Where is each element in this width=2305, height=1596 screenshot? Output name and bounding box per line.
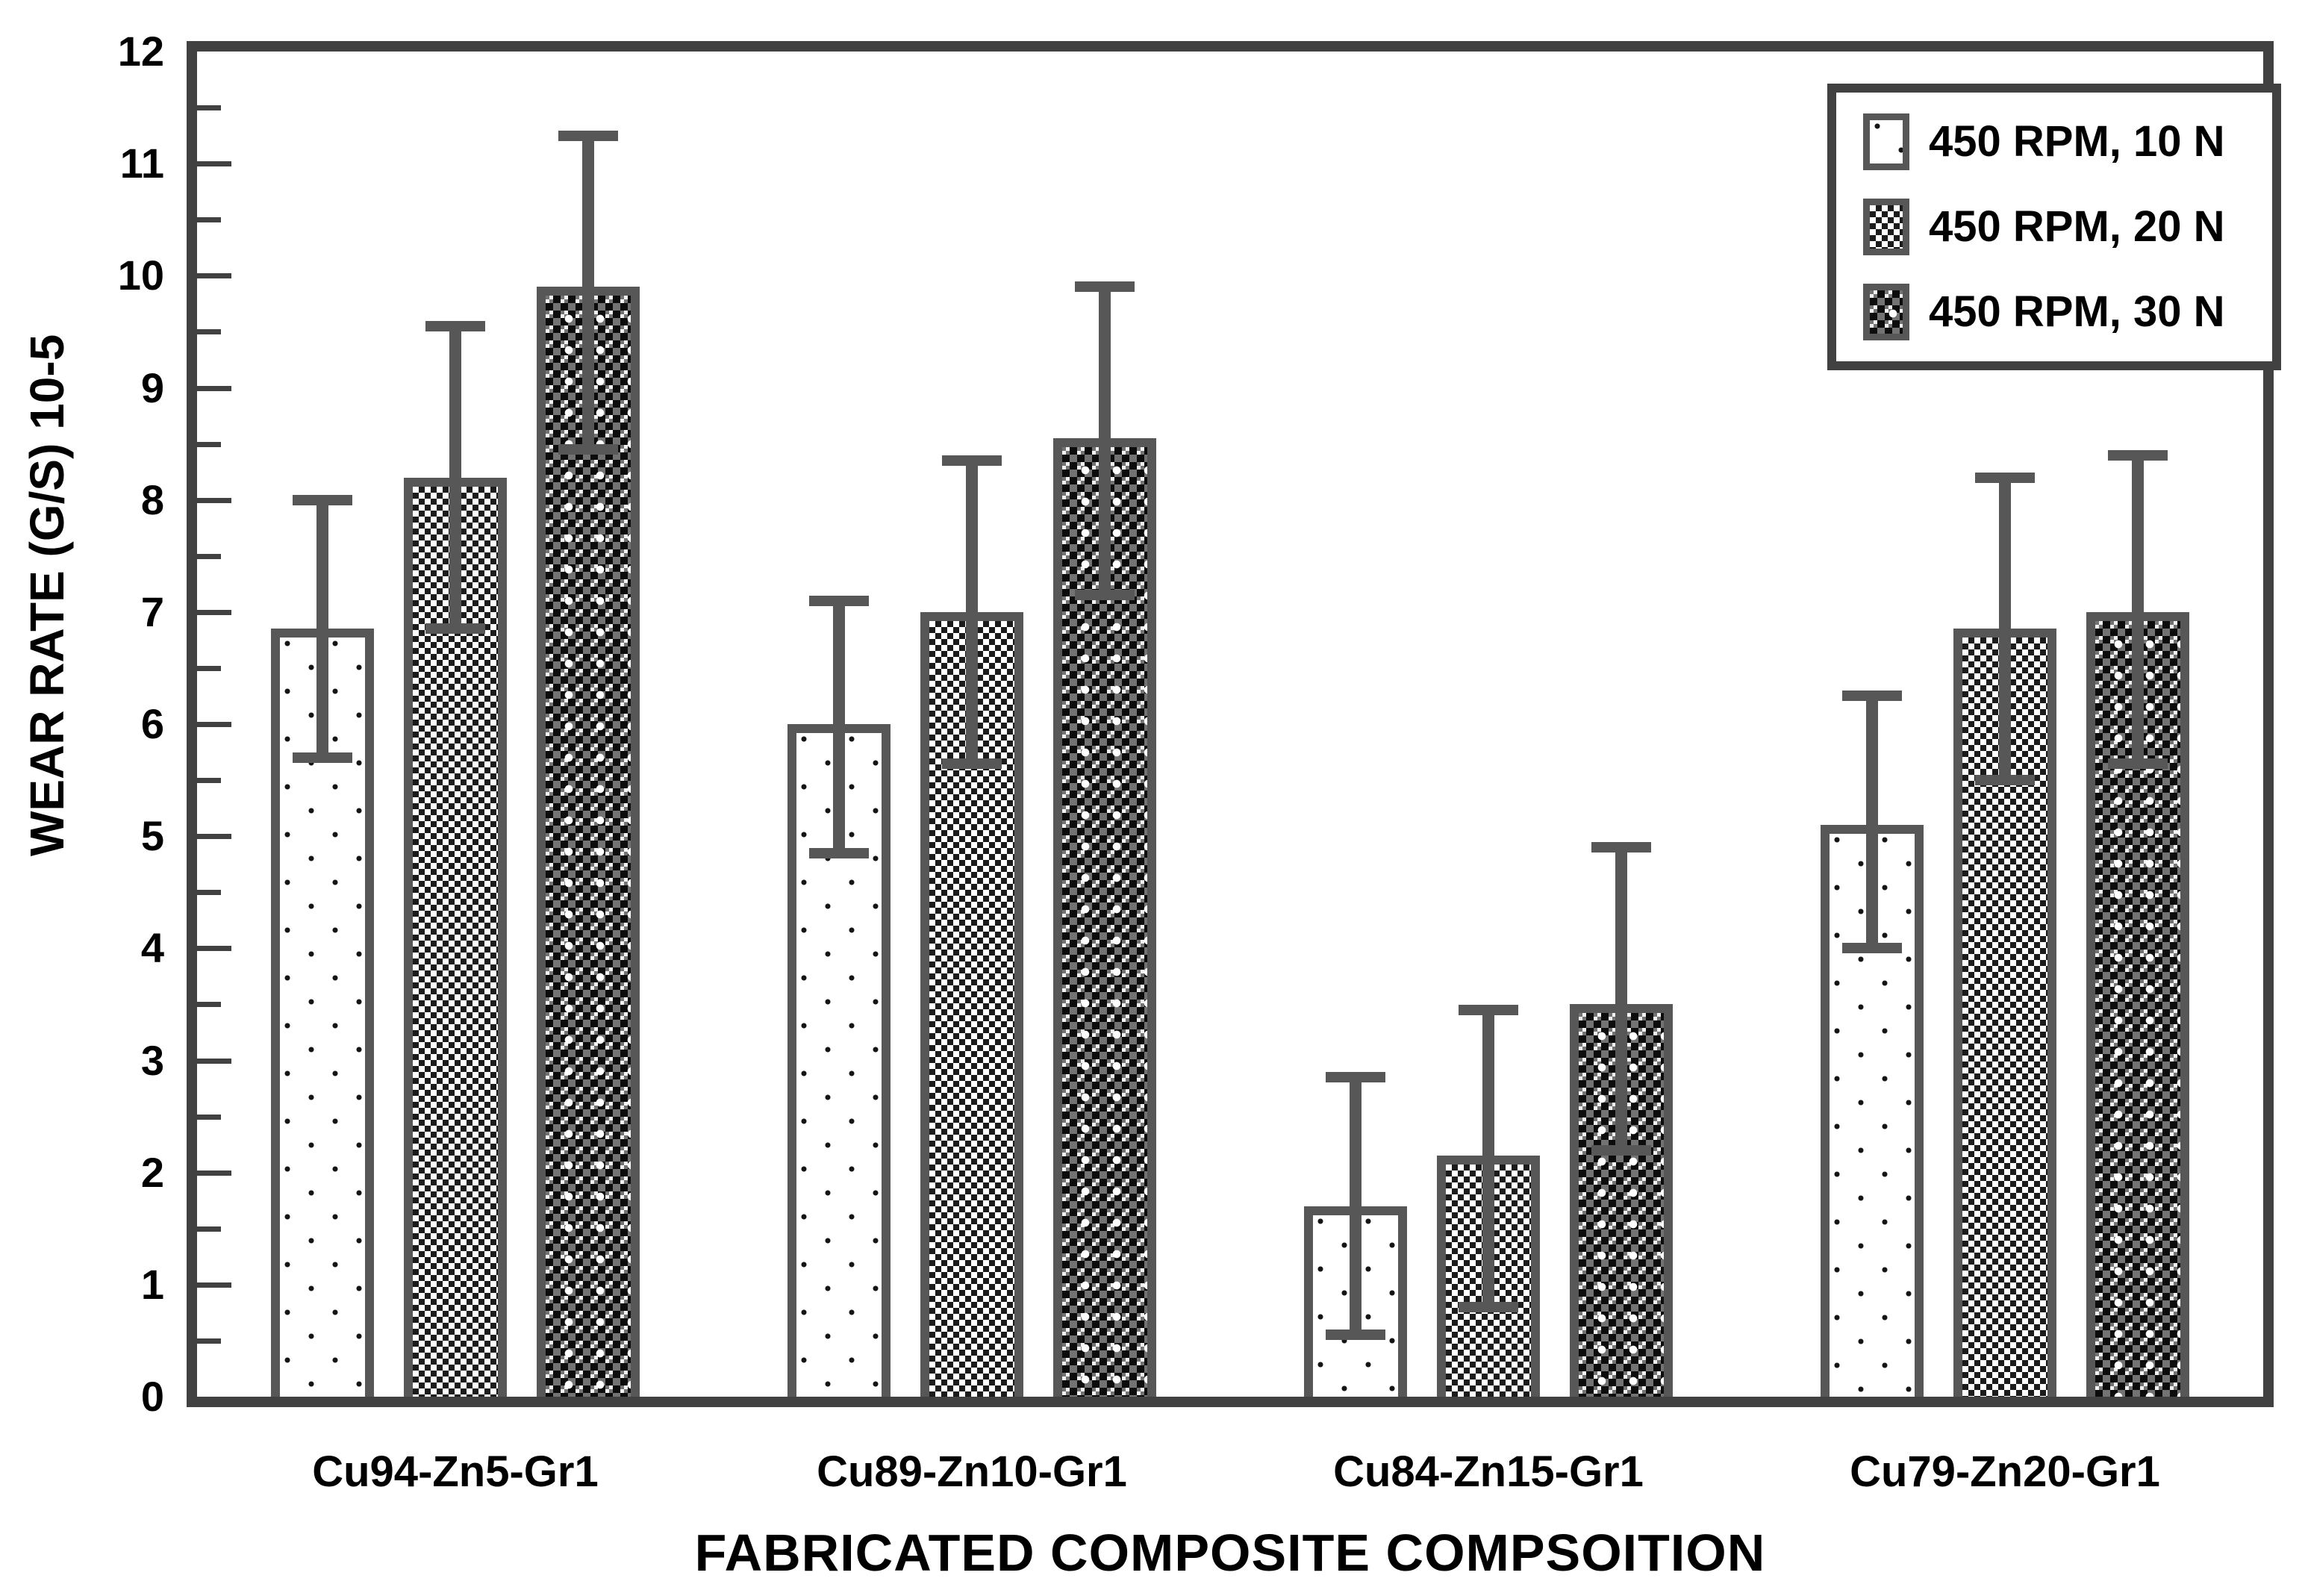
error-bar [1482, 1009, 1494, 1307]
y-axis-tick [197, 217, 221, 223]
legend-swatch-20n-pattern-icon [1863, 199, 1909, 255]
error-bar-cap [1326, 1072, 1385, 1083]
error-bar-cap [293, 494, 352, 505]
y-axis-tick [197, 553, 221, 559]
y-tick-label: 3 [140, 1036, 164, 1084]
error-bar-cap [1075, 590, 1135, 601]
error-bar-cap [1591, 842, 1651, 853]
error-bar [2132, 455, 2144, 764]
y-axis-tick [197, 441, 221, 447]
bar-Cu94-Zn5-Gr1-450-RPM-20-N [404, 477, 507, 1397]
bar-Cu94-Zn5-Gr1-450-RPM-30-N [537, 287, 640, 1397]
y-axis-tick [197, 105, 221, 111]
y-axis-tick [197, 497, 231, 503]
y-tick-label: 11 [119, 140, 164, 187]
error-bar [316, 499, 328, 758]
error-bar-cap [293, 752, 352, 764]
y-tick-label: 7 [140, 587, 164, 635]
error-bar [1999, 477, 2011, 781]
error-bar-cap [942, 455, 1002, 467]
error-bar-cap [1975, 775, 2035, 786]
legend-label: 450 RPM, 10 N [1929, 117, 2225, 166]
error-bar-cap [2108, 449, 2168, 461]
y-axis-tick [197, 834, 231, 840]
y-axis-tick [197, 1226, 221, 1232]
error-bar-cap [809, 595, 869, 606]
error-bar-cap [425, 623, 485, 635]
bar-Cu79-Zn20-Gr1-450-RPM-10-N [1821, 825, 1924, 1397]
error-bar [449, 325, 461, 629]
error-bar-cap [1326, 1330, 1385, 1341]
error-bar-cap [558, 130, 618, 141]
y-tick-label: 8 [140, 476, 164, 523]
y-tick-label: 5 [140, 812, 164, 860]
y-axis-tick [197, 778, 221, 784]
error-bar-cap [1075, 281, 1135, 293]
legend-item: 450 RPM, 10 N [1863, 113, 2272, 170]
error-bar [582, 135, 594, 450]
x-axis-title: FABRICATED COMPOSITE COMPSOITION [694, 1524, 1766, 1582]
error-bar-cap [558, 444, 618, 455]
category-label: Cu79-Zn20-Gr1 [1850, 1447, 2160, 1496]
error-bar-cap [1842, 943, 1902, 954]
legend: 450 RPM, 10 N 450 RPM, 20 N 450 RPM, 30 … [1827, 84, 2281, 370]
bar-Cu94-Zn5-Gr1-450-RPM-10-N [271, 629, 374, 1397]
legend-swatch-10n-pattern-icon [1863, 113, 1909, 170]
y-axis-tick [197, 1170, 231, 1176]
y-tick-label: 10 [117, 252, 164, 299]
error-bar [833, 600, 845, 853]
y-tick-label: 0 [140, 1373, 164, 1420]
category-label: Cu94-Zn5-Gr1 [312, 1447, 599, 1496]
y-axis-tick [197, 161, 231, 167]
error-bar-cap [942, 758, 1002, 769]
y-axis-tick [197, 329, 221, 335]
legend-label: 450 RPM, 20 N [1929, 202, 2225, 251]
legend-item: 450 RPM, 20 N [1863, 199, 2272, 255]
error-bar-cap [1975, 472, 2035, 483]
y-axis-tick [197, 1002, 221, 1008]
error-bar [966, 461, 978, 764]
category-label: Cu89-Zn10-Gr1 [817, 1447, 1127, 1496]
error-bar-cap [1591, 1144, 1651, 1156]
y-axis-tick [197, 609, 231, 615]
y-axis-tick [197, 946, 231, 952]
x-category-labels: Cu94-Zn5-Gr1 Cu89-Zn10-Gr1 Cu84-Zn15-Gr1… [197, 1448, 2263, 1496]
y-axis-tick [197, 722, 231, 727]
y-tick-label: 4 [140, 924, 164, 972]
y-axis-tick [197, 665, 221, 671]
error-bar-cap [1842, 691, 1902, 702]
y-tick-label: 6 [140, 700, 164, 747]
y-tick-label: 1 [140, 1260, 164, 1308]
bar-Cu84-Zn15-Gr1-450-RPM-30-N [1570, 1004, 1673, 1397]
error-bar-cap [1459, 1301, 1518, 1312]
y-tick-label: 2 [140, 1148, 164, 1196]
legend-swatch-30n-pattern-icon [1863, 284, 1909, 340]
y-axis-tick [197, 1282, 231, 1288]
error-bar [1866, 696, 1878, 949]
error-bar [1099, 287, 1111, 596]
y-tick-label: 9 [140, 364, 164, 411]
y-axis-tick [197, 890, 221, 896]
y-axis-tick [197, 1114, 221, 1120]
y-axis-tick [197, 273, 231, 279]
y-axis-tick [197, 385, 231, 391]
error-bar [1615, 847, 1627, 1150]
legend-label: 450 RPM, 30 N [1929, 287, 2225, 336]
y-tick-label: 12 [117, 28, 164, 75]
error-bar-cap [1459, 1004, 1518, 1015]
legend-item: 450 RPM, 30 N [1863, 284, 2272, 340]
error-bar-cap [809, 847, 869, 858]
error-bar-cap [425, 320, 485, 331]
y-axis-tick [197, 1058, 231, 1064]
bar-Cu79-Zn20-Gr1-450-RPM-30-N [2086, 611, 2189, 1397]
bar-Cu89-Zn10-Gr1-450-RPM-30-N [1053, 438, 1156, 1397]
error-bar-cap [2108, 758, 2168, 769]
y-axis-tick [197, 1338, 221, 1344]
category-label: Cu84-Zn15-Gr1 [1333, 1447, 1644, 1496]
error-bar [1350, 1077, 1362, 1335]
